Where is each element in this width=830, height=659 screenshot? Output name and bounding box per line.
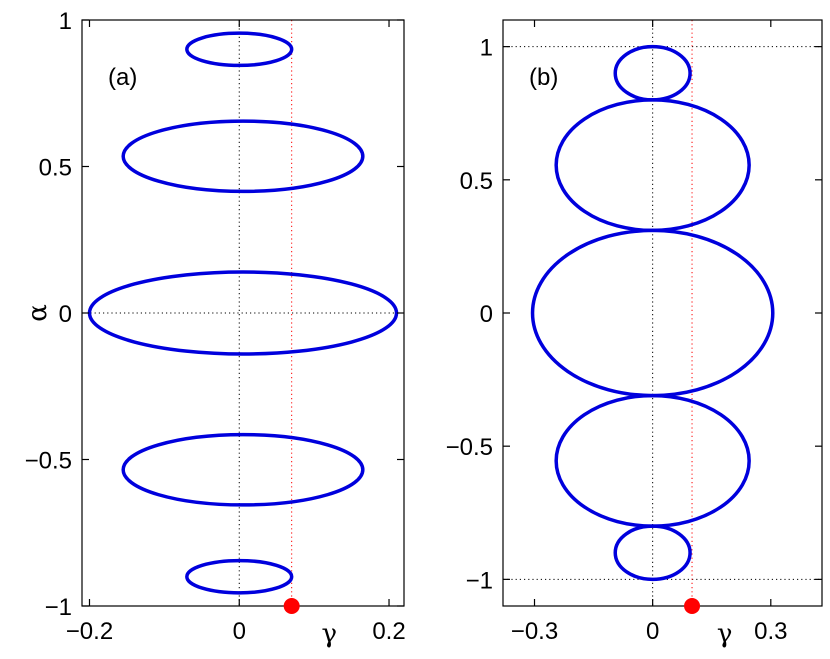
x-tick-label: 0 <box>233 618 246 645</box>
orbit-curve <box>87 270 399 356</box>
y-tick-label: −0.5 <box>25 448 72 475</box>
y-tick-label: 0 <box>59 301 72 328</box>
x-tick-label: 0.3 <box>754 618 787 645</box>
y-tick-label: 0.5 <box>39 155 72 182</box>
y-tick-label: 0 <box>480 301 493 328</box>
y-tick-label: −1 <box>466 567 493 594</box>
panel-b: −0.3 0 0.3 −1 −0.5 0 0.5 1 γ (b) <box>446 19 823 649</box>
orbit-curve <box>530 228 775 398</box>
x-tick-label: 0.2 <box>372 618 405 645</box>
x-axis-label: γ <box>321 619 337 649</box>
x-tick-label: −0.3 <box>511 618 558 645</box>
panel-label: (a) <box>108 64 137 91</box>
y-tick-label: 1 <box>59 8 72 35</box>
orbit-curve <box>121 432 365 507</box>
y-tick-label: 1 <box>480 35 493 62</box>
panel-a: −0.2 0 0.2 −1 −0.5 0 0.5 1 γ α (a) <box>23 8 406 649</box>
y-tick-label: −0.5 <box>446 434 493 461</box>
x-tick-label: 0 <box>646 618 659 645</box>
x-axis-label: γ <box>717 619 733 649</box>
orbit-curve <box>554 98 751 233</box>
orbit-curve <box>185 558 294 595</box>
y-tick-label: −1 <box>45 594 72 621</box>
red-marker <box>283 598 300 614</box>
orbit-curve <box>121 119 365 194</box>
y-axis-label: α <box>23 304 53 322</box>
y-tick-label: 0.5 <box>460 168 493 195</box>
orbit-curve <box>613 524 692 582</box>
orbit-curve <box>185 31 294 68</box>
panel-label: (b) <box>529 64 558 91</box>
x-tick-label: −0.2 <box>66 618 113 645</box>
red-marker <box>684 598 701 614</box>
